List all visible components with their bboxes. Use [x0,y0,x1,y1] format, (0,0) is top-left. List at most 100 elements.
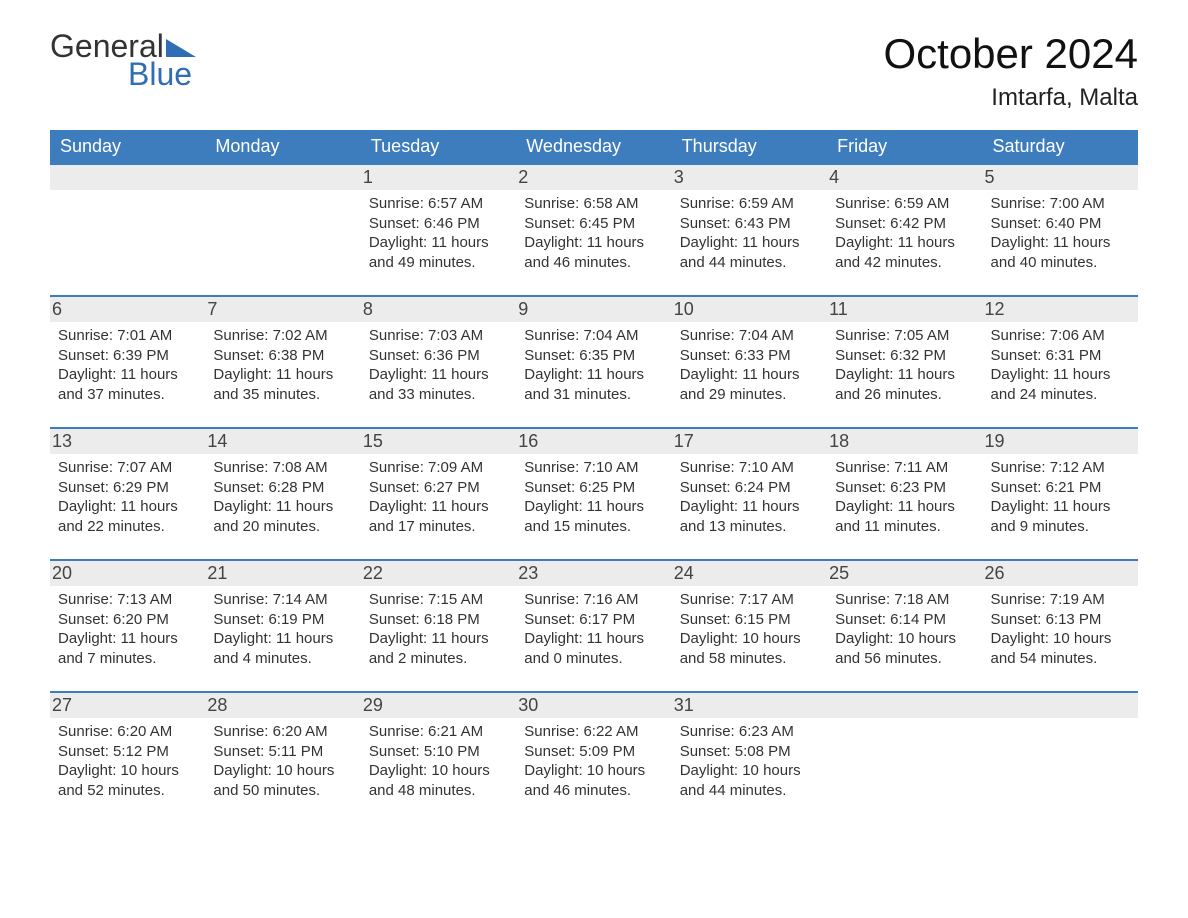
sunset-line: Sunset: 6:36 PM [369,346,508,366]
day-number: 30 [516,691,671,718]
day-number: 13 [50,427,205,454]
sunset-line: Sunset: 6:24 PM [680,478,819,498]
daylight-line2: and 15 minutes. [524,517,663,537]
daylight-line1: Daylight: 11 hours [213,629,352,649]
sunset-line: Sunset: 6:28 PM [213,478,352,498]
sunrise-line: Sunrise: 6:59 AM [835,194,974,214]
day-number: 18 [827,427,982,454]
daylight-line2: and 35 minutes. [213,385,352,405]
sunset-line: Sunset: 6:18 PM [369,610,508,630]
calendar-day-cell: 27Sunrise: 6:20 AMSunset: 5:12 PMDayligh… [50,691,205,823]
sunset-line: Sunset: 5:09 PM [524,742,663,762]
weekday-header: Tuesday [361,130,516,163]
sunrise-line: Sunrise: 7:00 AM [991,194,1130,214]
sunset-line: Sunset: 6:45 PM [524,214,663,234]
daylight-line2: and 50 minutes. [213,781,352,801]
calendar-day-cell: 5 Sunrise: 7:00 AMSunset: 6:40 PMDaylight… [983,163,1138,295]
daylight-line2: and 2 minutes. [369,649,508,669]
day-number: 5 [983,163,1138,190]
day-number: 11 [827,295,982,322]
daylight-line1: Daylight: 11 hours [58,497,197,517]
sunrise-line: Sunrise: 7:17 AM [680,590,819,610]
sunset-line: Sunset: 5:08 PM [680,742,819,762]
page-title: October 2024 [883,30,1138,78]
daylight-line2: and 44 minutes. [680,253,819,273]
day-number: 8 [361,295,516,322]
sunrise-line: Sunrise: 6:59 AM [680,194,819,214]
sunset-line: Sunset: 6:35 PM [524,346,663,366]
day-number: 26 [983,559,1138,586]
day-number: 28 [205,691,360,718]
day-number: 15 [361,427,516,454]
daylight-line1: Daylight: 10 hours [524,761,663,781]
daylight-line1: Daylight: 11 hours [524,629,663,649]
daylight-line1: Daylight: 11 hours [524,497,663,517]
sunrise-line: Sunrise: 7:06 AM [991,326,1130,346]
day-number: 4 [827,163,982,190]
calendar-day-cell: 11Sunrise: 7:05 AMSunset: 6:32 PMDayligh… [827,295,982,427]
sunrise-line: Sunrise: 7:03 AM [369,326,508,346]
calendar-day-cell: 28Sunrise: 6:20 AMSunset: 5:11 PMDayligh… [205,691,360,823]
sunset-line: Sunset: 5:12 PM [58,742,197,762]
daylight-line2: and 24 minutes. [991,385,1130,405]
calendar-day-cell: 24Sunrise: 7:17 AMSunset: 6:15 PMDayligh… [672,559,827,691]
day-number: 2 [516,163,671,190]
calendar-day-cell: 19Sunrise: 7:12 AMSunset: 6:21 PMDayligh… [983,427,1138,559]
day-details: Sunrise: 7:08 AMSunset: 6:28 PMDaylight:… [213,458,352,536]
day-details: Sunrise: 7:12 AMSunset: 6:21 PMDaylight:… [991,458,1130,536]
day-details: Sunrise: 7:03 AMSunset: 6:36 PMDaylight:… [369,326,508,404]
calendar-day-cell: 20Sunrise: 7:13 AMSunset: 6:20 PMDayligh… [50,559,205,691]
sunset-line: Sunset: 6:29 PM [58,478,197,498]
empty-day [205,163,360,190]
daylight-line1: Daylight: 10 hours [680,629,819,649]
daylight-line1: Daylight: 11 hours [835,233,974,253]
day-number: 21 [205,559,360,586]
sunrise-line: Sunrise: 6:58 AM [524,194,663,214]
daylight-line1: Daylight: 11 hours [213,497,352,517]
sunrise-line: Sunrise: 7:15 AM [369,590,508,610]
sunset-line: Sunset: 6:20 PM [58,610,197,630]
calendar-week-row: 27Sunrise: 6:20 AMSunset: 5:12 PMDayligh… [50,691,1138,823]
sunrise-line: Sunrise: 7:08 AM [213,458,352,478]
calendar-header: SundayMondayTuesdayWednesdayThursdayFrid… [50,130,1138,163]
daylight-line1: Daylight: 10 hours [835,629,974,649]
sunrise-line: Sunrise: 7:19 AM [991,590,1130,610]
sunrise-line: Sunrise: 7:18 AM [835,590,974,610]
day-details: Sunrise: 7:00 AMSunset: 6:40 PMDaylight:… [991,194,1130,272]
sunset-line: Sunset: 6:21 PM [991,478,1130,498]
daylight-line2: and 37 minutes. [58,385,197,405]
calendar-day-cell [205,163,360,295]
day-details: Sunrise: 7:02 AMSunset: 6:38 PMDaylight:… [213,326,352,404]
day-details: Sunrise: 7:16 AMSunset: 6:17 PMDaylight:… [524,590,663,668]
calendar-day-cell: 9Sunrise: 7:04 AMSunset: 6:35 PMDaylight… [516,295,671,427]
day-details: Sunrise: 6:22 AMSunset: 5:09 PMDaylight:… [524,722,663,800]
day-number: 1 [361,163,516,190]
calendar-day-cell: 10Sunrise: 7:04 AMSunset: 6:33 PMDayligh… [672,295,827,427]
calendar-day-cell: 8 Sunrise: 7:03 AMSunset: 6:36 PMDaylight… [361,295,516,427]
logo-flag-icon [166,35,196,57]
weekday-header: Saturday [983,130,1138,163]
day-number: 16 [516,427,671,454]
sunset-line: Sunset: 6:25 PM [524,478,663,498]
day-number: 23 [516,559,671,586]
sunrise-line: Sunrise: 7:04 AM [680,326,819,346]
calendar-day-cell: 12Sunrise: 7:06 AMSunset: 6:31 PMDayligh… [983,295,1138,427]
calendar-day-cell: 2 Sunrise: 6:58 AMSunset: 6:45 PMDaylight… [516,163,671,295]
calendar-day-cell: 25Sunrise: 7:18 AMSunset: 6:14 PMDayligh… [827,559,982,691]
sunrise-line: Sunrise: 7:10 AM [524,458,663,478]
calendar-day-cell: 23 Sunrise: 7:16 AMSunset: 6:17 PMDayligh… [516,559,671,691]
calendar-day-cell: 7 Sunrise: 7:02 AMSunset: 6:38 PMDaylight… [205,295,360,427]
title-block: October 2024 Imtarfa, Malta [883,30,1138,122]
daylight-line1: Daylight: 11 hours [524,233,663,253]
sunrise-line: Sunrise: 6:22 AM [524,722,663,742]
logo-word2: Blue [128,58,196,90]
daylight-line2: and 26 minutes. [835,385,974,405]
daylight-line2: and 11 minutes. [835,517,974,537]
daylight-line1: Daylight: 11 hours [58,365,197,385]
daylight-line1: Daylight: 11 hours [369,365,508,385]
sunrise-line: Sunrise: 7:07 AM [58,458,197,478]
day-number: 7 [205,295,360,322]
weekday-header: Thursday [672,130,827,163]
daylight-line2: and 0 minutes. [524,649,663,669]
calendar-day-cell: 3Sunrise: 6:59 AMSunset: 6:43 PMDaylight… [672,163,827,295]
